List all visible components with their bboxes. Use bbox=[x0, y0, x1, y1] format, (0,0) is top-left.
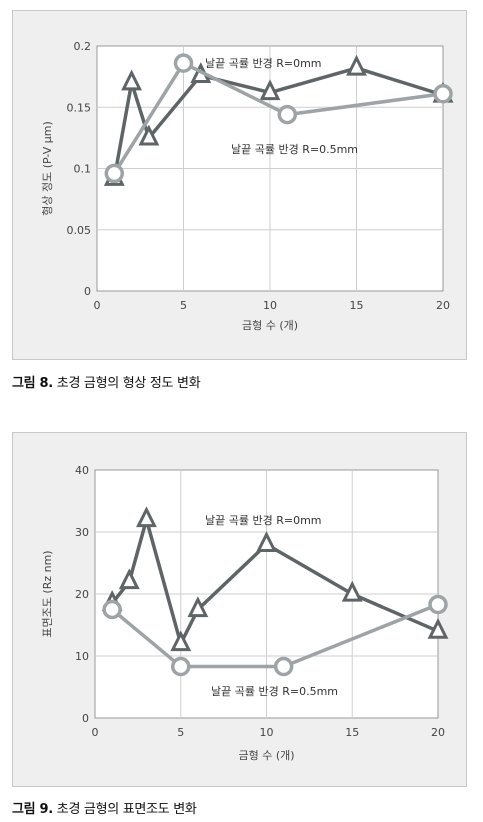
data-point-circle bbox=[433, 84, 453, 104]
y-axis-label: 표면조도 (Rz nm) bbox=[41, 550, 54, 637]
y-tick-label: 0 bbox=[82, 712, 89, 725]
series-label: 날끝 곡률 반경 R=0.5mm bbox=[231, 143, 358, 156]
y-tick-label: 0.1 bbox=[74, 163, 92, 176]
data-point-circle bbox=[273, 656, 294, 677]
series-line bbox=[111, 602, 439, 669]
y-tick-label: 0.2 bbox=[74, 40, 92, 53]
x-axis-label: 금형 수 (개) bbox=[242, 319, 298, 332]
figure-9-label: 그림 9. bbox=[12, 802, 53, 817]
data-point-circle bbox=[104, 163, 125, 184]
chart-shape-accuracy: 0 5 10 15 20 0 0.05 0.1 0.15 0.2 금형 수 (개) 형상 정도 (P-… bbox=[41, 40, 454, 332]
series-label: 날끝 곡률 반경 R=0mm bbox=[205, 57, 322, 70]
data-point-circle bbox=[173, 53, 194, 73]
series-label: 날끝 곡률 반경 R=0mm bbox=[205, 514, 322, 527]
data-point-triangle bbox=[341, 580, 363, 602]
data-point-triangle bbox=[427, 617, 449, 639]
data-point-circle bbox=[102, 599, 122, 620]
x-tick-label: 20 bbox=[436, 299, 450, 312]
data-point-triangle bbox=[121, 69, 143, 91]
figure-8-label: 그림 8. bbox=[12, 376, 53, 391]
data-point-circle bbox=[428, 594, 448, 615]
series-label: 날끝 곡률 반경 R=0.5mm bbox=[211, 685, 338, 698]
y-tick-label: 40 bbox=[75, 464, 89, 477]
y-tick-label: 20 bbox=[75, 588, 89, 601]
x-tick-label: 15 bbox=[350, 299, 364, 312]
figure-9-caption: 그림 9. 초경 금형의 표면조도 변화 bbox=[12, 798, 197, 817]
x-axis-label: 금형 수 (개) bbox=[238, 749, 294, 762]
x-tick-label: 15 bbox=[345, 726, 359, 739]
chart-panel-shape-accuracy: 0 5 10 15 20 0 0.05 0.1 0.15 0.2 금형 수 (개) 형상 정도 (P-… bbox=[12, 10, 467, 360]
figure-8-title: 초경 금형의 형상 정도 변화 bbox=[56, 376, 201, 391]
x-tick-label: 5 bbox=[180, 299, 187, 312]
data-point-triangle bbox=[256, 531, 277, 552]
x-tick-label: 10 bbox=[260, 726, 274, 739]
x-tick-label: 0 bbox=[92, 726, 99, 739]
data-point-triangle bbox=[136, 506, 157, 528]
y-tick-label: 0 bbox=[84, 285, 91, 298]
y-tick-label: 0.15 bbox=[67, 101, 92, 114]
x-tick-label: 10 bbox=[263, 299, 277, 312]
chart-panel-surface-roughness: 0 5 10 15 20 0 10 20 30 40 금형 수 (개) 표면조도 (Rz nm) 날끝 … bbox=[12, 432, 467, 787]
x-tick-label: 0 bbox=[94, 299, 101, 312]
series-line bbox=[110, 517, 439, 646]
data-point-triangle bbox=[138, 124, 160, 146]
x-tick-label: 5 bbox=[177, 726, 184, 739]
figure-9-title: 초경 금형의 표면조도 변화 bbox=[56, 802, 197, 817]
y-tick-label: 0.05 bbox=[67, 224, 92, 237]
data-point-triangle bbox=[170, 630, 192, 652]
data-point-circle bbox=[171, 656, 191, 677]
y-tick-label: 30 bbox=[75, 526, 89, 539]
data-point-triangle bbox=[259, 79, 281, 101]
chart-surface-roughness: 0 5 10 15 20 0 10 20 30 40 금형 수 (개) 표면조도 (Rz nm) 날끝 … bbox=[41, 464, 449, 762]
y-axis-label: 형상 정도 (P-V μm) bbox=[41, 121, 54, 216]
y-tick-label: 10 bbox=[75, 650, 89, 663]
data-point-triangle bbox=[187, 596, 209, 618]
data-point-circle bbox=[277, 104, 298, 125]
x-tick-label: 20 bbox=[431, 726, 445, 739]
data-point-triangle bbox=[118, 568, 140, 590]
figure-8-caption: 그림 8. 초경 금형의 형상 정도 변화 bbox=[12, 372, 201, 391]
data-point-triangle bbox=[346, 54, 367, 76]
series-line bbox=[112, 61, 444, 175]
